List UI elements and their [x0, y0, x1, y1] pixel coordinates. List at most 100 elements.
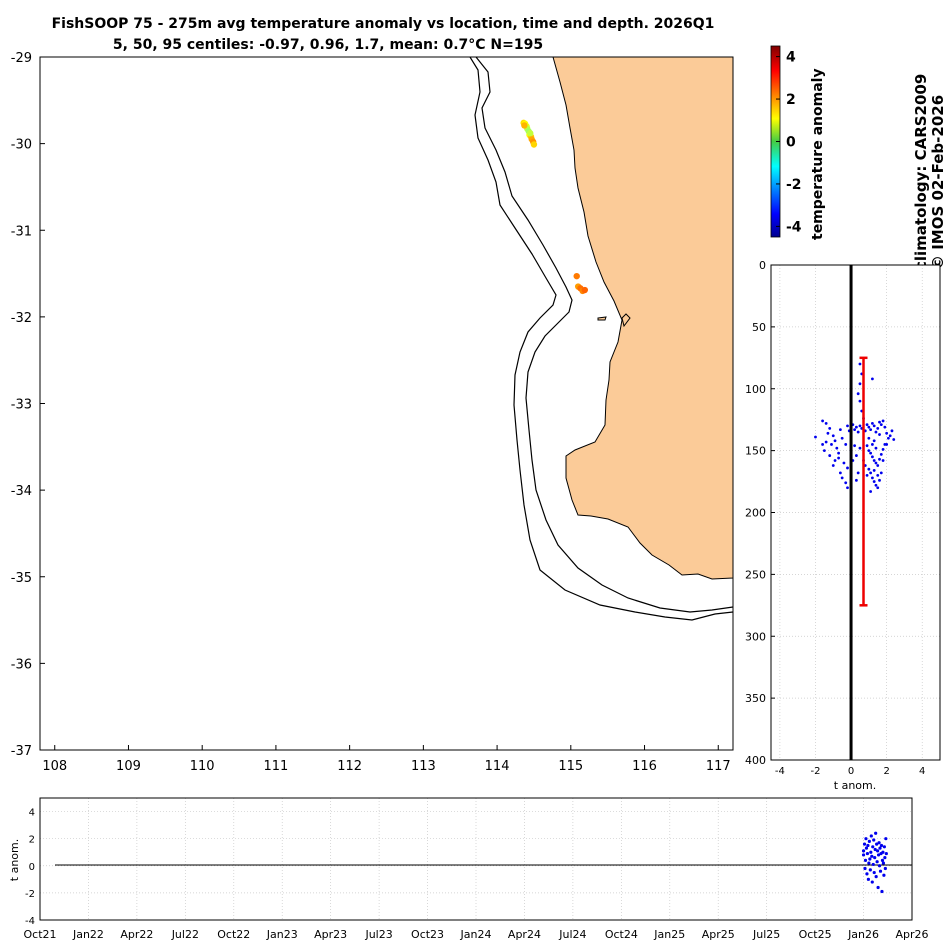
depth-point	[842, 461, 846, 465]
depth-point	[878, 420, 881, 424]
depth-point	[831, 464, 835, 467]
depth-xlabel: t anom.	[834, 779, 876, 792]
depth-point	[874, 461, 878, 465]
depth-ytick-label: 250	[745, 568, 766, 581]
time-point	[879, 843, 884, 848]
map-point	[530, 141, 538, 148]
time-point	[873, 847, 877, 852]
time-xtick-label: Jan24	[460, 928, 492, 941]
depth-point	[828, 454, 832, 457]
map-xtick-label: 115	[558, 759, 583, 774]
depth-point	[869, 471, 873, 475]
time-point	[869, 834, 873, 838]
time-point	[881, 850, 885, 854]
time-point	[866, 843, 870, 848]
isobath-inner	[475, 57, 733, 613]
depth-point	[874, 430, 878, 434]
time-xtick-label: Oct23	[411, 928, 444, 941]
time-point	[871, 845, 875, 849]
depth-point	[878, 478, 881, 482]
time-point	[877, 864, 882, 868]
depth-point	[826, 431, 830, 435]
depth-y-axis: 0 50 100 150 200 250 300 350 400	[745, 259, 775, 767]
colorbar: 4 2 0 -2 -4 temperature anomaly	[770, 45, 826, 240]
depth-point	[837, 451, 840, 455]
depth-point	[876, 473, 880, 477]
time-point	[863, 858, 868, 862]
time-point	[878, 846, 882, 850]
depth-point	[871, 422, 874, 425]
map-ytick-label: -34	[11, 484, 32, 499]
depth-xtick-label: 0	[848, 766, 854, 777]
time-ytick-label: 2	[29, 835, 35, 846]
depth-point	[854, 454, 858, 457]
colorbar-tick-label: 0	[786, 135, 796, 151]
depth-xtick-label: -2	[810, 766, 820, 777]
island	[621, 313, 631, 328]
depth-point	[814, 435, 817, 439]
time-ytick-label: 0	[29, 862, 35, 873]
map-ytick-label: -35	[11, 571, 32, 586]
depth-point	[871, 377, 874, 381]
depth-point	[844, 481, 848, 485]
depth-point	[853, 428, 857, 431]
time-point	[868, 868, 872, 872]
time-point	[876, 885, 880, 890]
depth-point	[822, 449, 826, 453]
depth-point	[876, 426, 880, 430]
depth-point	[881, 447, 885, 451]
depth-point	[838, 471, 842, 475]
time-point	[874, 831, 878, 835]
depth-point	[865, 444, 869, 448]
time-xtick-label: Jul23	[364, 928, 392, 941]
figure-title: FishSOOP 75 - 275m avg temperature anoma…	[52, 16, 715, 32]
depth-point	[869, 490, 873, 493]
time-point	[865, 872, 869, 876]
depth-point	[867, 467, 871, 471]
colorbar-tick-label: -2	[786, 177, 802, 193]
depth-ytick-label: 0	[759, 259, 766, 272]
depth-point	[879, 452, 883, 456]
time-point	[862, 842, 867, 846]
depth-point	[885, 443, 889, 446]
map-xtick-label: 108	[42, 759, 67, 774]
time-point	[872, 838, 876, 842]
map-ytick-label: -31	[11, 224, 32, 239]
time-point	[865, 851, 870, 856]
time-xtick-label: Jan26	[847, 928, 879, 941]
depth-point	[871, 455, 874, 459]
depth-point	[869, 451, 873, 455]
depth-x-axis: -4 -2 0 2 4	[775, 766, 925, 777]
time-grid	[39, 798, 913, 921]
depth-point	[858, 424, 862, 428]
depth-point	[846, 424, 849, 428]
time-point	[874, 875, 878, 879]
map-ytick-label: -32	[11, 311, 32, 326]
depth-point	[885, 431, 889, 435]
depth-point	[856, 430, 860, 434]
time-xtick-label: Oct22	[217, 928, 250, 941]
map-x-axis: 108 109 110 111 112 113 114 115 116 117	[42, 745, 731, 774]
time-point	[864, 846, 869, 850]
time-xtick-label: Jan22	[72, 928, 104, 941]
depth-point	[853, 444, 857, 448]
depth-point	[835, 446, 839, 450]
colorbar-tick-label: -4	[786, 219, 802, 235]
map-point	[527, 130, 534, 137]
depth-point	[821, 419, 824, 423]
depth-point	[846, 466, 849, 470]
copyright-credit: © IMOS 02-Feb-2026	[929, 95, 947, 270]
depth-point	[824, 440, 828, 444]
time-point	[872, 870, 876, 875]
map-y-axis: -29 -30 -31 -32 -33 -34 -35 -36 -37	[11, 51, 45, 759]
time-ylabel: t anom.	[8, 839, 21, 881]
depth-point	[865, 473, 869, 477]
depth-point	[856, 392, 860, 396]
time-xtick-label: Jul24	[558, 928, 586, 941]
depth-point	[821, 443, 824, 446]
depth-ytick-label: 300	[745, 630, 766, 643]
time-point	[884, 837, 888, 841]
depth-profile-plot: 0 50 100 150 200 250 300 350 400 -4 -2 0 2 4 t anom.	[745, 259, 941, 792]
time-series-plot: 4 2 0 -2 -4 Oct21 Jan22 Apr22 Jul22 Oct22 Jan23 Ap…	[8, 797, 929, 941]
depth-point	[837, 456, 840, 460]
